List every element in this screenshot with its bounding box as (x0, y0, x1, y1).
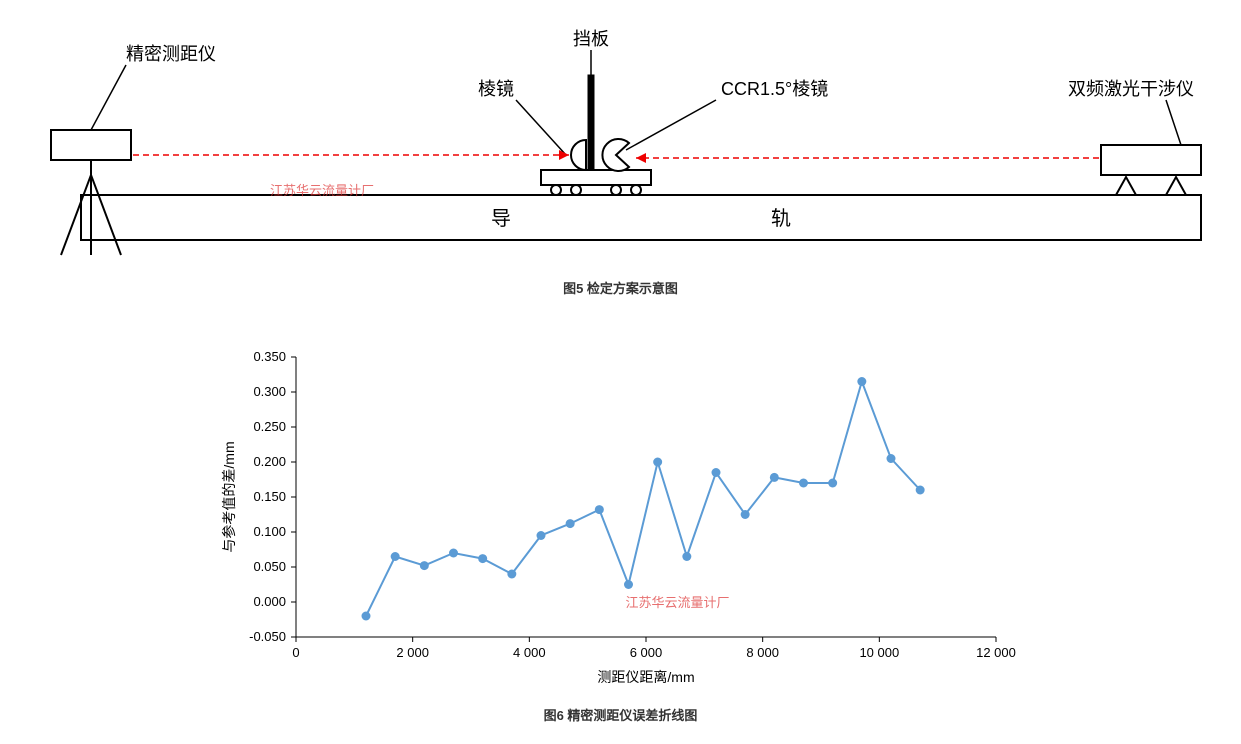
label-rangefinder: 精密测距仪 (126, 44, 216, 64)
leader-prism (516, 100, 566, 155)
wheel-4 (631, 185, 641, 195)
figure6-caption: 图6 精密测距仪误差折线图 (206, 705, 1036, 724)
label-prism: 棱镜 (478, 79, 514, 99)
rail-label-left: 导 (491, 208, 511, 230)
y-tick-label: 0.050 (253, 559, 286, 574)
data-point (740, 510, 749, 519)
data-point (419, 561, 428, 570)
label-baffle: 挡板 (573, 29, 609, 49)
y-tick-label: 0.250 (253, 419, 286, 434)
wheel-2 (571, 185, 581, 195)
y-tick-label: 0.000 (253, 594, 286, 609)
y-tick-label: 0.350 (253, 349, 286, 364)
data-point (828, 479, 837, 488)
data-point (799, 479, 808, 488)
baffle-plate (588, 75, 594, 170)
tripod-leg-l (61, 175, 91, 255)
x-tick-label: 10 000 (859, 645, 899, 660)
figure-5: 精密测距仪 棱镜 挡板 CCR1.5°棱镜 双频激光干涉仪 导 轨 (20, 20, 1221, 297)
carriage-body (541, 170, 651, 185)
figure-6: -0.050 0.000 0.050 0.100 0.150 0.200 0.250 0.30… (206, 337, 1036, 724)
data-point (653, 458, 662, 467)
interferometer-support-l (1116, 177, 1136, 195)
rangefinder-body (51, 130, 131, 160)
label-interferometer: 双频激光干涉仪 (1068, 79, 1194, 99)
data-point (711, 468, 720, 477)
x-tick-label: 6 000 (629, 645, 662, 660)
data-line (366, 382, 920, 617)
data-point (478, 554, 487, 563)
tripod-leg-r (91, 175, 121, 255)
wheel-3 (611, 185, 621, 195)
y-axis-label: 与参考值的差/mm (221, 441, 237, 552)
leader-ccr (626, 100, 716, 150)
y-tick-label: 0.200 (253, 454, 286, 469)
y-tick-label: -0.050 (249, 629, 286, 644)
diagram-svg: 精密测距仪 棱镜 挡板 CCR1.5°棱镜 双频激光干涉仪 导 轨 (21, 20, 1221, 270)
y-tick-label: 0.150 (253, 489, 286, 504)
data-point (769, 473, 778, 482)
figure5-caption: 图5 检定方案示意图 (20, 278, 1221, 297)
x-tick-label: 8 000 (746, 645, 779, 660)
data-point (565, 519, 574, 528)
y-tick-label: 0.300 (253, 384, 286, 399)
data-point (624, 580, 633, 589)
leader-rangefinder (91, 65, 126, 130)
data-point (390, 552, 399, 561)
x-tick-label: 2 000 (396, 645, 429, 660)
y-tick-label: 0.100 (253, 524, 286, 539)
prism-ccr (602, 139, 629, 171)
leader-interferometer (1166, 100, 1181, 145)
laser-left-arrow (559, 150, 569, 160)
x-axis-label: 测距仪距离/mm (597, 669, 694, 685)
interferometer-support-r (1166, 177, 1186, 195)
x-tick-label: 12 000 (976, 645, 1016, 660)
x-tick-label: 4 000 (513, 645, 546, 660)
data-point (507, 570, 516, 579)
data-point (915, 486, 924, 495)
prism-left (571, 140, 586, 170)
data-point (449, 549, 458, 558)
data-point (682, 552, 691, 561)
label-ccr-prism: CCR1.5°棱镜 (721, 79, 828, 99)
data-point (361, 612, 370, 621)
laser-right-arrow (636, 153, 646, 163)
data-point (594, 505, 603, 514)
data-point (886, 454, 895, 463)
rail (81, 195, 1201, 240)
interferometer-body (1101, 145, 1201, 175)
data-point (536, 531, 545, 540)
wheel-1 (551, 185, 561, 195)
chart-svg: -0.050 0.000 0.050 0.100 0.150 0.200 0.250 0.30… (206, 337, 1036, 697)
data-point (857, 377, 866, 386)
x-tick-label: 0 (292, 645, 299, 660)
rail-label-right: 轨 (771, 207, 791, 230)
